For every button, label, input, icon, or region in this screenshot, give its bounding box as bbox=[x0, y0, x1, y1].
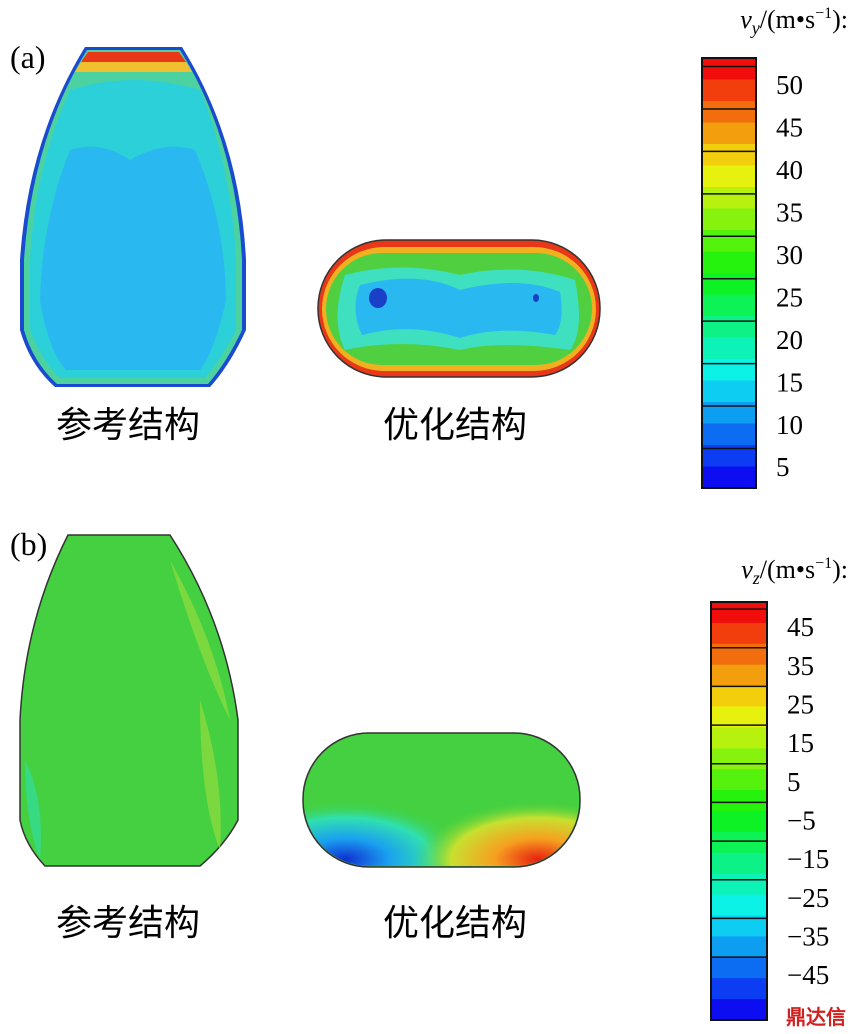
title-part: −1 bbox=[815, 5, 832, 22]
colorbar-band bbox=[711, 811, 767, 833]
panel-label: (a) bbox=[10, 39, 46, 75]
caption: 参考结构 bbox=[56, 405, 200, 446]
panel-label: (b) bbox=[10, 526, 47, 562]
contour-b-ref bbox=[19, 534, 239, 867]
colorbar-band bbox=[702, 359, 756, 381]
colorbar-band bbox=[711, 915, 767, 937]
title-part: ): bbox=[832, 5, 848, 34]
colorbar-tick-label: 5 bbox=[787, 767, 801, 797]
contour-a-ref bbox=[20, 47, 246, 387]
colorbar-band bbox=[702, 273, 756, 295]
colorbar-frame bbox=[710, 601, 768, 1021]
colorbar-band bbox=[702, 251, 756, 274]
colorbar-band bbox=[702, 165, 756, 188]
colorbar-band bbox=[711, 643, 767, 666]
colorbar-band bbox=[711, 852, 767, 875]
title-part: z bbox=[752, 568, 760, 588]
colorbar-band bbox=[711, 894, 767, 916]
colorbar-band bbox=[702, 466, 756, 489]
colorbar-band bbox=[702, 230, 756, 252]
title-part: y bbox=[750, 18, 760, 38]
caption: 优化结构 bbox=[383, 903, 527, 944]
colorbar-band bbox=[702, 402, 756, 424]
colorbar-band bbox=[702, 58, 756, 80]
colorbar-tick-label: −15 bbox=[787, 844, 829, 874]
title-part: v bbox=[741, 555, 753, 584]
colorbar-band bbox=[702, 144, 756, 166]
colorbar-tick-label: 15 bbox=[787, 728, 814, 758]
colorbar-tick-label: 25 bbox=[787, 690, 814, 720]
colorbar-band bbox=[711, 748, 767, 770]
colorbar-tick-label: 40 bbox=[776, 155, 803, 185]
caption: 参考结构 bbox=[56, 903, 200, 944]
colorbar-tick-label: 50 bbox=[776, 70, 803, 100]
colorbar-title: vy/(m•s−1): bbox=[740, 5, 848, 38]
colorbar-tick-label: 20 bbox=[776, 325, 803, 355]
colorbar-tick-label: 35 bbox=[787, 651, 814, 681]
colorbar-band bbox=[711, 873, 767, 896]
colorbar-band bbox=[702, 101, 756, 123]
caption: 优化结构 bbox=[383, 405, 527, 446]
colorbar-band bbox=[702, 187, 756, 209]
contour-b-opt bbox=[302, 732, 581, 868]
colorbar-tick-label: 10 bbox=[776, 410, 803, 440]
colorbar-band bbox=[702, 208, 756, 231]
colorbar-band bbox=[711, 622, 767, 645]
colorbar-frame bbox=[701, 57, 757, 489]
colorbar-tick-label: −25 bbox=[787, 883, 829, 913]
colorbar-band bbox=[711, 769, 767, 791]
colorbar-band bbox=[711, 727, 767, 749]
colorbar-band bbox=[702, 316, 756, 338]
title-part: /(m•s bbox=[760, 5, 815, 34]
colorbar-band bbox=[702, 445, 756, 467]
colorbar-band bbox=[702, 380, 756, 403]
colorbar-band bbox=[711, 978, 767, 1000]
contour-a-opt bbox=[317, 239, 601, 378]
colorbar-tick-label: 30 bbox=[776, 240, 803, 270]
colorbar-band bbox=[711, 936, 767, 958]
colorbar-band bbox=[711, 685, 767, 707]
title-part: −1 bbox=[815, 555, 832, 572]
title-part: v bbox=[740, 5, 752, 34]
colorbar-band bbox=[702, 337, 756, 360]
colorbar-band bbox=[711, 831, 767, 854]
colorbar-tick-label: −35 bbox=[787, 922, 829, 952]
colorbar-tick-label: 5 bbox=[776, 452, 790, 482]
colorbar-band bbox=[702, 122, 756, 145]
colorbar-band bbox=[702, 423, 756, 446]
colorbar-tick-label: 25 bbox=[776, 282, 803, 312]
title-part: ): bbox=[832, 555, 848, 584]
colorbar-band bbox=[702, 294, 756, 317]
colorbar-tick-label: −5 bbox=[787, 806, 816, 836]
colorbar-band bbox=[711, 664, 767, 687]
colorbar-tick-label: 45 bbox=[787, 612, 814, 642]
colorbar-band bbox=[702, 79, 756, 102]
watermark: 鼎达信 bbox=[786, 1005, 846, 1029]
colorbar-band bbox=[711, 790, 767, 812]
colorbar-tick-label: −45 bbox=[787, 960, 829, 990]
colorbar-band bbox=[711, 706, 767, 728]
colorbar-tick-label: 35 bbox=[776, 198, 803, 228]
colorbar-band bbox=[711, 602, 767, 624]
colorbar-tick-label: 45 bbox=[776, 113, 803, 143]
colorbar-band bbox=[711, 999, 767, 1021]
colorbar-band bbox=[711, 957, 767, 979]
colorbar-tick-label: 15 bbox=[776, 367, 803, 397]
title-part: /(m•s bbox=[760, 555, 815, 584]
colorbar-title: vz/(m•s−1): bbox=[741, 555, 848, 588]
